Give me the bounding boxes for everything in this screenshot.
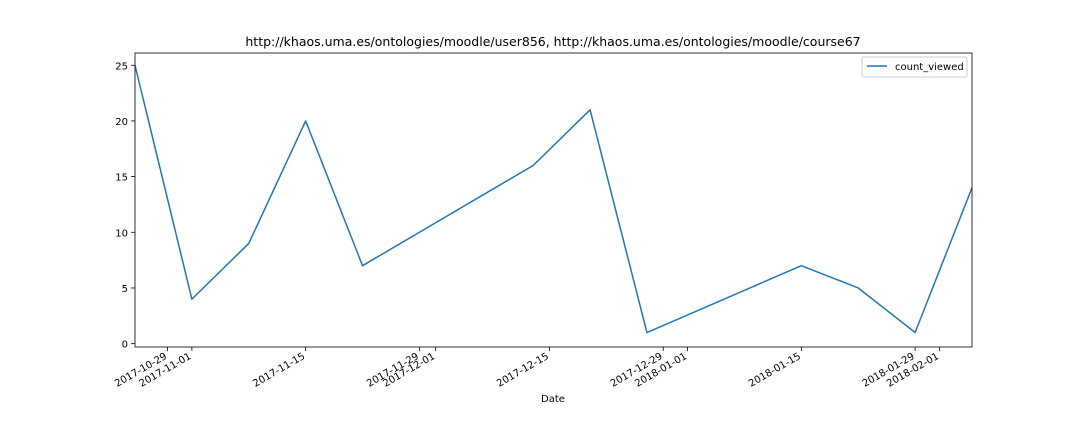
- x-tick-label: 2017-11-15: [251, 351, 307, 390]
- legend-label: count_viewed: [895, 62, 964, 73]
- y-tick-label: 20: [115, 117, 128, 128]
- series-layer: [134, 65, 973, 334]
- legend-box: [861, 56, 968, 78]
- x-axis-label: Date: [541, 394, 565, 405]
- x-tick-label: 2018-01-15: [747, 351, 803, 390]
- y-axis: 0 5 10 15 20 25: [115, 61, 135, 351]
- y-tick-label: 25: [115, 61, 128, 72]
- y-tick-label: 10: [115, 228, 128, 239]
- y-tick-label: 0: [122, 340, 128, 351]
- plot-frame: [134, 52, 973, 348]
- y-tick-label: 15: [115, 173, 128, 184]
- y-tick-label: 5: [122, 284, 128, 295]
- chart-title: http://khaos.uma.es/ontologies/moodle/us…: [245, 34, 860, 49]
- x-tick-label: 2017-12-15: [495, 351, 551, 390]
- series-line-count_viewed: [134, 65, 973, 334]
- legend: count_viewed: [861, 56, 968, 78]
